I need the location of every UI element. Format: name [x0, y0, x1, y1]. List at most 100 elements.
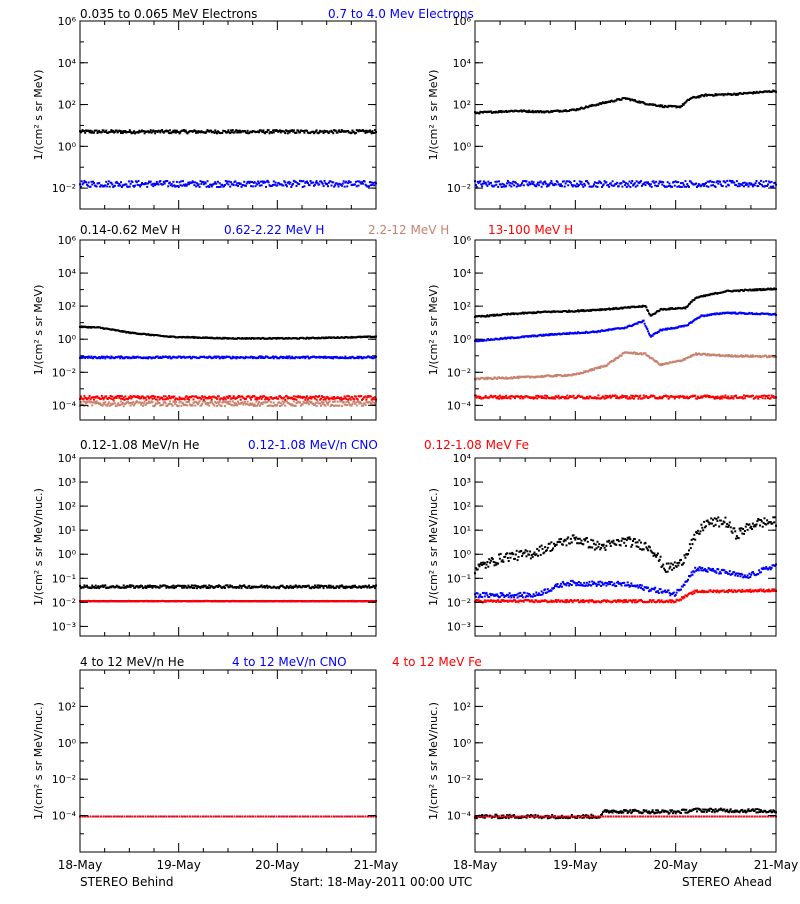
data-point — [92, 396, 94, 398]
data-point — [123, 405, 125, 407]
series-3 — [474, 394, 777, 399]
data-point — [735, 184, 737, 186]
data-point — [208, 186, 210, 188]
data-point — [207, 587, 209, 589]
data-point — [292, 183, 294, 185]
data-point — [282, 185, 284, 187]
data-point — [144, 401, 146, 403]
y-tick-label: 10⁻⁴ — [52, 399, 77, 412]
data-point — [270, 401, 272, 403]
data-point — [162, 398, 164, 400]
data-point — [501, 186, 503, 188]
data-point — [121, 395, 123, 397]
data-point — [323, 399, 325, 401]
data-point — [516, 186, 518, 188]
data-point — [581, 184, 583, 186]
data-point — [235, 403, 237, 405]
data-point — [597, 186, 599, 188]
data-point — [722, 185, 724, 187]
data-point — [503, 184, 505, 186]
data-point — [243, 181, 245, 183]
data-point — [371, 403, 373, 405]
data-point — [725, 186, 727, 188]
data-point — [742, 182, 744, 184]
data-point — [526, 180, 528, 182]
data-point — [316, 129, 318, 131]
data-point — [640, 180, 642, 182]
data-point — [336, 405, 338, 407]
data-point — [127, 186, 129, 188]
data-point — [323, 132, 325, 134]
data-point — [486, 185, 488, 187]
data-point — [592, 185, 594, 187]
data-point — [505, 185, 507, 187]
data-point — [719, 181, 721, 183]
data-point — [106, 185, 108, 187]
data-point — [732, 398, 734, 400]
data-point — [94, 587, 96, 589]
data-point — [522, 180, 524, 182]
data-point — [152, 395, 154, 397]
plot-frame — [475, 240, 776, 420]
data-point — [158, 184, 160, 186]
data-point — [628, 185, 630, 187]
data-point — [200, 183, 202, 185]
data-point — [515, 182, 517, 184]
data-point — [91, 184, 93, 186]
data-point — [575, 186, 577, 188]
y-axis-title: 1/(cm² s sr MeV) — [32, 285, 45, 376]
data-point — [708, 186, 710, 188]
data-point — [508, 182, 510, 184]
data-point — [322, 396, 324, 398]
data-point — [238, 131, 240, 133]
y-tick-label: 10⁴ — [58, 267, 77, 280]
data-point — [637, 185, 639, 187]
data-point — [495, 184, 497, 186]
data-point — [284, 132, 286, 134]
data-point — [287, 132, 289, 134]
data-point — [139, 401, 141, 403]
data-point — [153, 130, 155, 132]
data-point — [570, 182, 572, 184]
data-point — [768, 395, 770, 397]
data-point — [134, 185, 136, 187]
data-point — [273, 131, 275, 133]
data-point — [496, 181, 498, 183]
data-point — [345, 401, 347, 403]
data-point — [694, 395, 696, 397]
data-point — [267, 397, 269, 399]
data-point — [494, 185, 496, 187]
data-point — [355, 402, 357, 404]
data-point — [626, 395, 628, 397]
data-point — [671, 186, 673, 188]
data-point — [214, 129, 216, 131]
data-point — [127, 401, 129, 403]
data-point — [762, 397, 764, 399]
data-point — [735, 395, 737, 397]
data-point — [535, 185, 537, 187]
data-point — [632, 395, 634, 397]
data-point — [178, 186, 180, 188]
data-point — [264, 398, 266, 400]
data-point — [621, 355, 623, 357]
data-point — [195, 185, 197, 187]
data-point — [182, 585, 184, 587]
data-point — [314, 184, 316, 186]
data-point — [227, 401, 229, 403]
data-point — [133, 130, 135, 132]
data-point — [499, 395, 501, 397]
data-point — [303, 185, 305, 187]
data-point — [206, 186, 208, 188]
data-point — [240, 399, 242, 401]
data-point — [268, 181, 270, 183]
data-point — [343, 401, 345, 403]
data-point — [626, 186, 628, 188]
data-point — [303, 132, 305, 134]
data-point — [733, 182, 735, 184]
row-title-item: 0.14-0.62 MeV H — [80, 223, 180, 237]
data-point — [738, 183, 740, 185]
data-point — [530, 183, 532, 185]
data-point — [351, 587, 353, 589]
data-point — [162, 404, 164, 406]
data-point — [604, 398, 606, 400]
